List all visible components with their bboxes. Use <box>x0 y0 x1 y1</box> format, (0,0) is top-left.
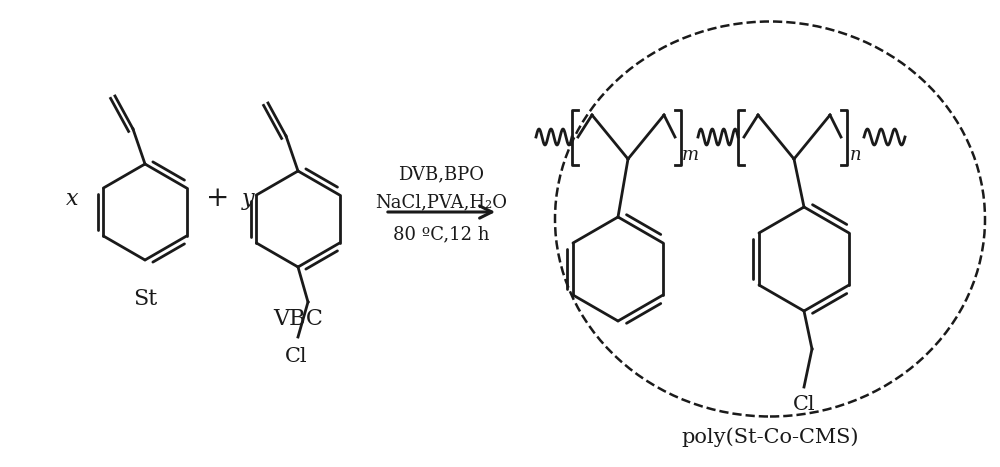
Text: DVB,BPO: DVB,BPO <box>398 165 484 183</box>
Text: y: y <box>242 188 254 210</box>
Text: NaCl,PVA,H₂O: NaCl,PVA,H₂O <box>376 193 508 211</box>
Text: St: St <box>133 288 157 310</box>
Text: poly(St-Co-CMS): poly(St-Co-CMS) <box>681 427 859 447</box>
Text: VBC: VBC <box>273 308 323 330</box>
Text: m: m <box>681 146 699 164</box>
Text: Cl: Cl <box>285 347 307 367</box>
Text: x: x <box>66 188 78 210</box>
Text: n: n <box>850 146 862 164</box>
Text: +: + <box>206 185 230 212</box>
Text: Cl: Cl <box>793 396 815 415</box>
Text: 80 ºC,12 h: 80 ºC,12 h <box>393 225 490 243</box>
